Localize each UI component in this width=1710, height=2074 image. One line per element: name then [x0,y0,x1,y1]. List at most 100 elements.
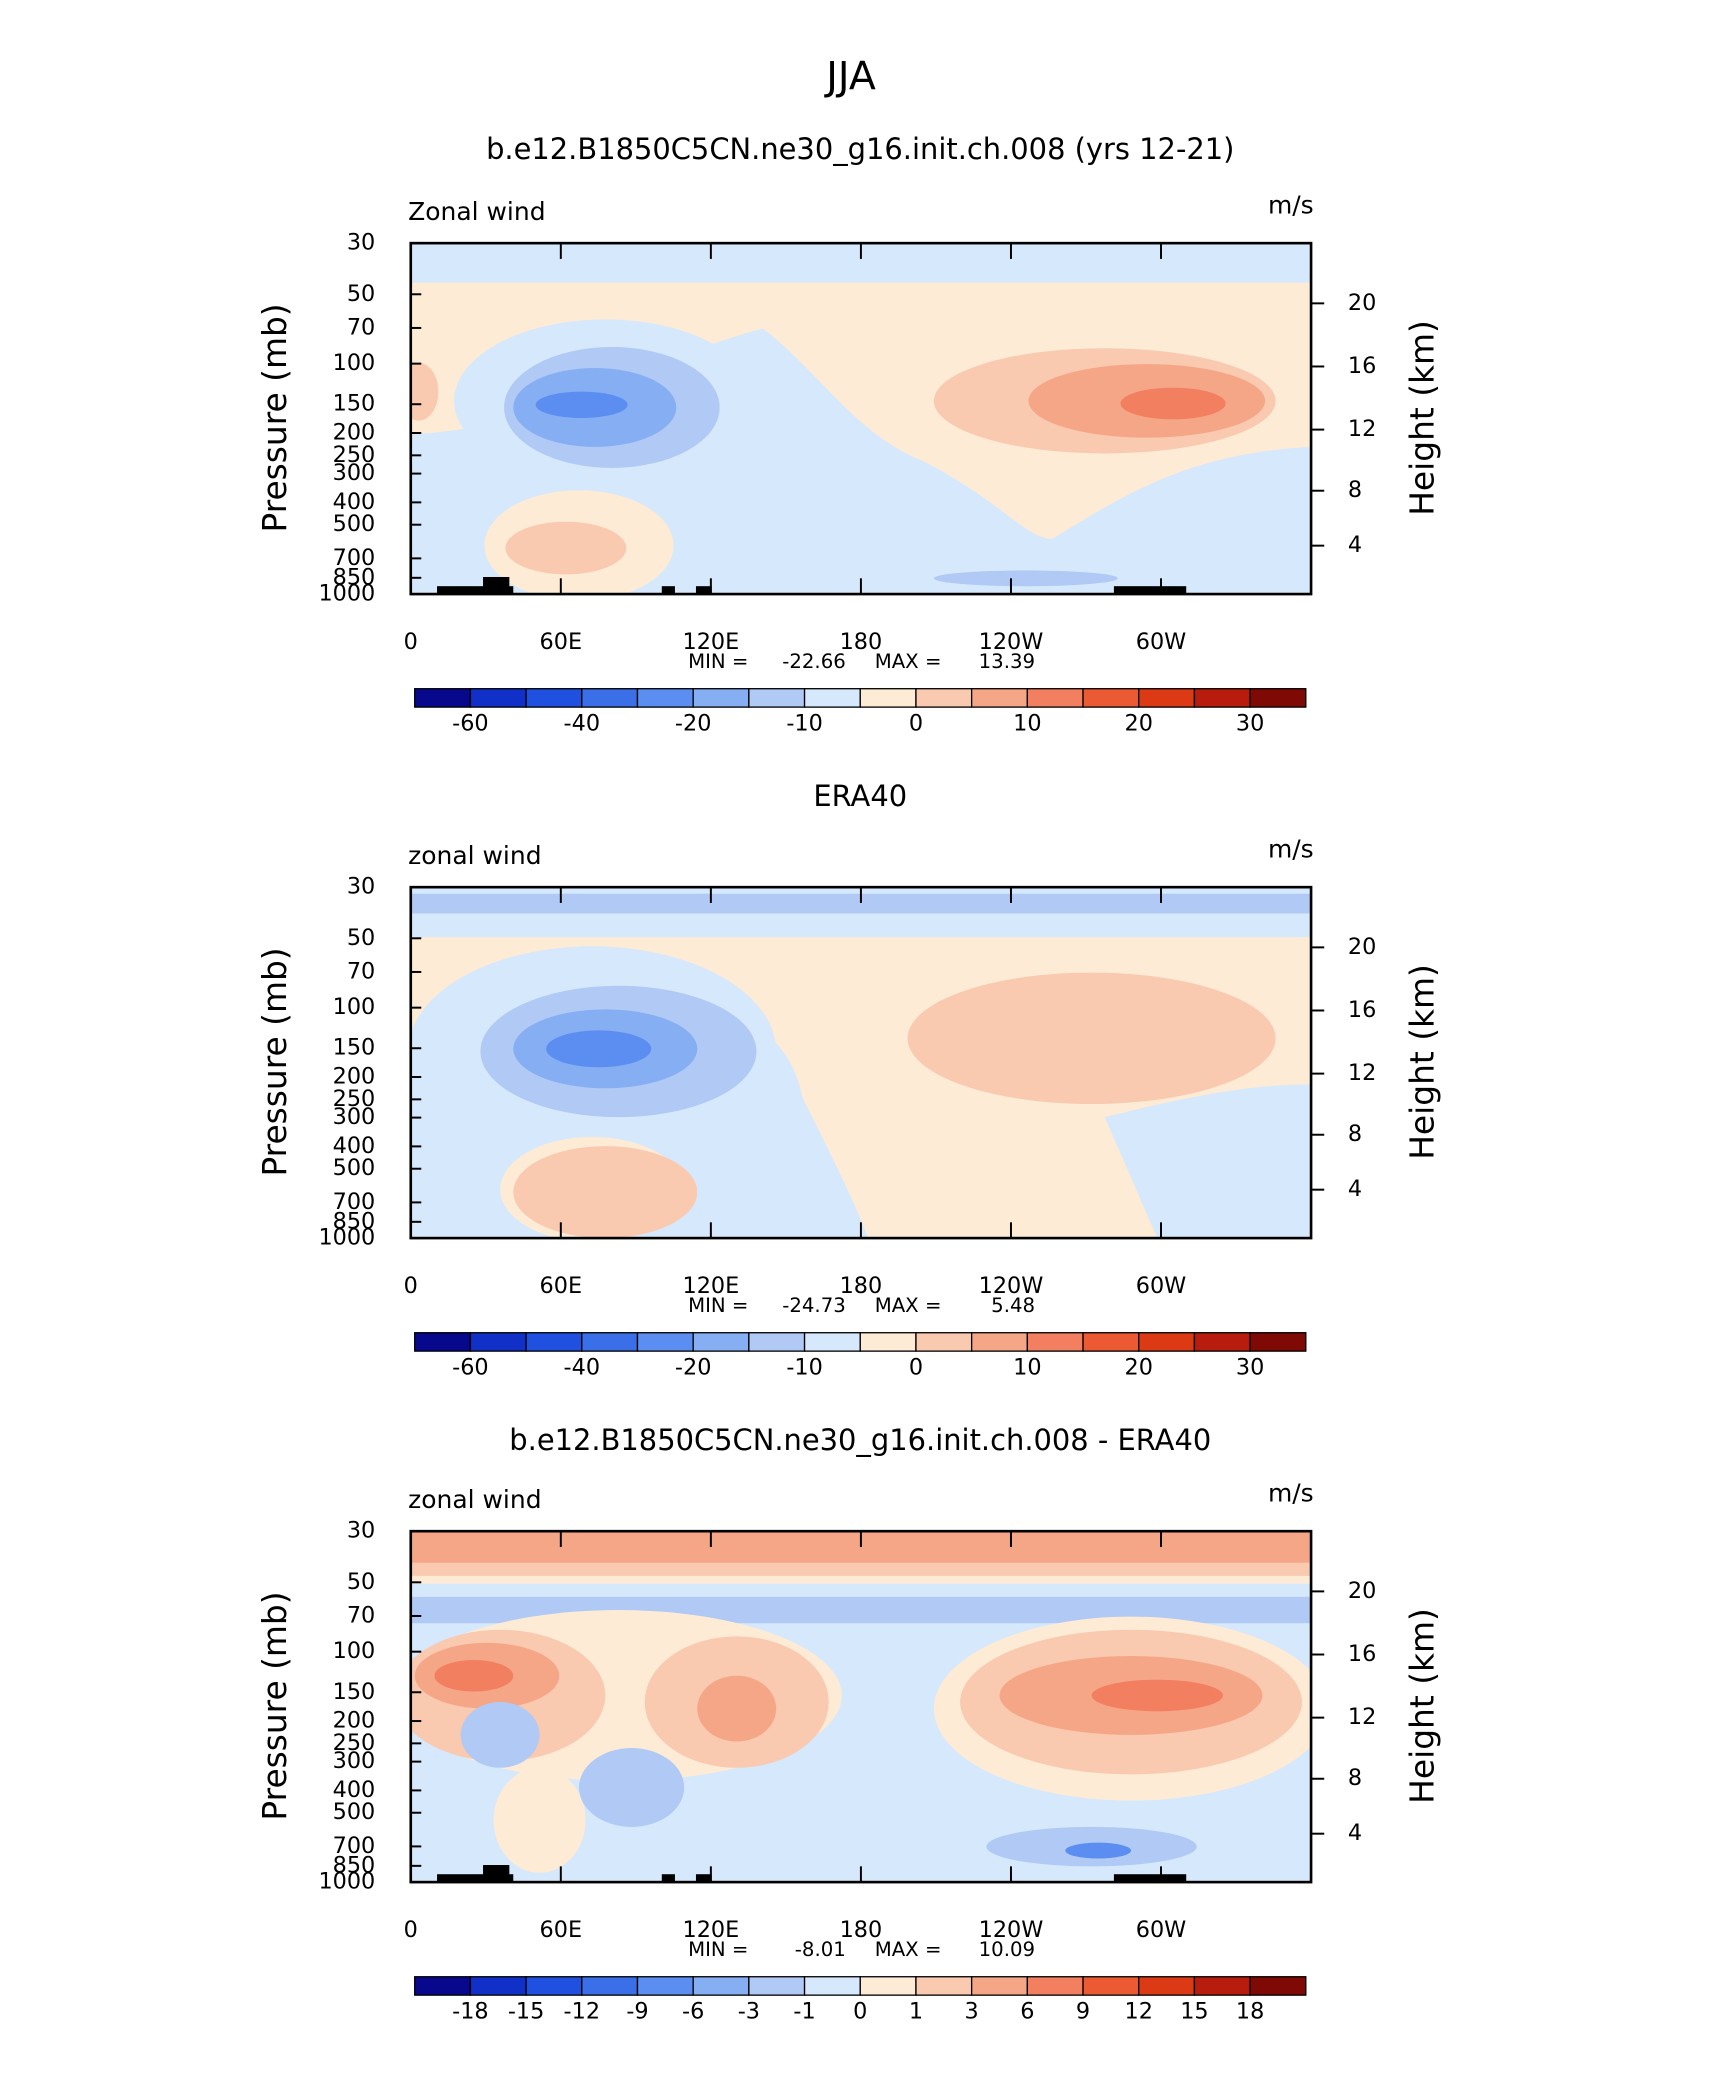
stat-label: MIN = [688,650,748,673]
topography [661,586,675,595]
colorbar-box [1082,1332,1140,1352]
colorbar-box [581,688,639,708]
x-tick-label: 60E [540,629,583,655]
colorbar-box [692,1332,750,1352]
y2-tick-label: 20 [1348,1578,1376,1604]
y2-axis-title: Height (km) [1404,1608,1442,1804]
stat-label: MAX = [875,1938,942,1961]
colorbar-box [1193,688,1251,708]
x-tick-label: 0 [404,1917,418,1943]
y-tick-label: 500 [333,1155,376,1181]
colorbar-box [1026,688,1084,708]
stat-value: -22.66 [782,650,846,673]
stat-label: MIN = [688,1294,748,1317]
colorbar-box [803,688,861,708]
colorbar-label: 3 [965,1999,979,2025]
y-tick-label: 100 [333,1638,376,1664]
y-tick-label: 300 [333,1104,376,1130]
x-tick-label: 120E [682,1917,739,1943]
colorbar-box [1249,1976,1307,1996]
x-tick-label: 0 [404,629,418,655]
contour-field [410,243,1312,595]
y2-tick-label: 4 [1348,1176,1362,1202]
colorbar-box [636,688,694,708]
topography [1113,586,1187,595]
stat-value: -24.73 [782,1294,846,1317]
x-tick-label: 120E [682,629,739,655]
stat-value: -8.01 [795,1938,846,1961]
y-tick-label: 250 [333,442,376,468]
y-tick-label: 200 [333,420,376,446]
colorbar-label: -20 [675,711,711,737]
colorbar-box [915,1332,973,1352]
units-label: m/s [1268,190,1314,219]
y-axis-title: Pressure (mb) [256,303,294,532]
colorbar-box [469,1976,527,1996]
variable-label: zonal wind [408,841,541,870]
colorbar-box [525,1976,583,1996]
colorbar-label: -15 [508,1999,544,2025]
x-tick-label: 60W [1136,1917,1187,1943]
colorbar-box [1193,1332,1251,1352]
colorbar-label: -40 [564,711,600,737]
topography [1113,1874,1187,1883]
colorbar-label: 18 [1236,1999,1264,2025]
y2-tick-label: 16 [1348,997,1376,1023]
contour-fill [410,893,1312,914]
colorbar-label: -3 [738,1999,760,2025]
y2-tick-label: 12 [1348,1060,1376,1086]
colorbar-box [748,1976,806,1996]
contour-fill [1120,387,1226,420]
stat-label: MIN = [688,1938,748,1961]
y-tick-label: 250 [333,1086,376,1112]
y-tick-label: 1000 [318,1225,375,1251]
y-tick-label: 30 [347,230,375,256]
x-tick-label: 60W [1136,629,1187,655]
topography [695,586,712,595]
contour-fill [505,521,627,575]
topography [695,1874,712,1883]
colorbar-label: 30 [1236,711,1264,737]
y2-tick-label: 16 [1348,1641,1376,1667]
colorbar-box [1138,1332,1196,1352]
colorbar-label: -20 [675,1355,711,1381]
colorbar-box [1082,688,1140,708]
colorbar-box [803,1976,861,1996]
colorbar-box [1249,688,1307,708]
y-tick-label: 400 [333,1133,376,1159]
colorbar-box [1138,688,1196,708]
x-tick-label: 180 [840,1917,883,1943]
colorbar-box [581,1976,639,1996]
colorbar-label: 10 [1013,1355,1041,1381]
panel-title: ERA40 [813,779,907,813]
contour-fill [513,1146,698,1239]
colorbar-label: -12 [564,1999,600,2025]
contour-fill [410,362,439,421]
colorbar-label: -6 [682,1999,704,2025]
contour-field [410,887,1312,1239]
y-tick-label: 70 [347,1602,375,1628]
y2-axis-title: Height (km) [1404,964,1442,1160]
colorbar-label: 15 [1180,1999,1208,2025]
y-tick-label: 50 [347,281,375,307]
colorbar-box [636,1332,694,1352]
y2-axis-title: Height (km) [1404,320,1442,516]
colorbar-box [692,1976,750,1996]
contour-fill [1091,1679,1224,1712]
colorbar-box [859,1976,917,1996]
colorbar-box [581,1332,639,1352]
y-tick-label: 400 [333,489,376,515]
colorbar-box [1193,1976,1251,1996]
colorbar-box [748,688,806,708]
y-tick-label: 250 [333,1730,376,1756]
y-tick-label: 400 [333,1777,376,1803]
y-tick-label: 100 [333,994,376,1020]
panel-title: b.e12.B1850C5CN.ne30_g16.init.ch.008 - E… [509,1423,1211,1457]
colorbar-box [1138,1976,1196,1996]
stat-value: 10.09 [979,1938,1035,1961]
y2-tick-label: 12 [1348,1704,1376,1730]
y-tick-label: 1000 [318,1869,375,1895]
y-tick-label: 150 [333,1035,376,1061]
colorbar-box [414,1332,472,1352]
y-tick-label: 850 [333,1208,376,1234]
